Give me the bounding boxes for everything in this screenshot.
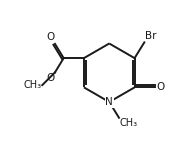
- Text: CH₃: CH₃: [23, 80, 42, 90]
- Text: O: O: [46, 32, 54, 42]
- Text: O: O: [46, 73, 54, 83]
- Text: CH₃: CH₃: [120, 118, 138, 129]
- Text: O: O: [156, 82, 165, 92]
- Text: Br: Br: [145, 31, 157, 41]
- Text: N: N: [105, 97, 113, 107]
